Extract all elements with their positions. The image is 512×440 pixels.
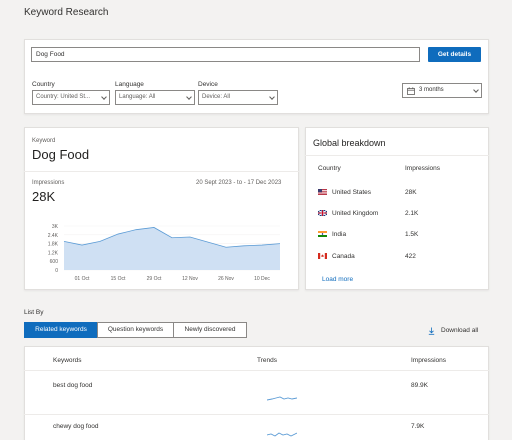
keywords-table-card bbox=[24, 346, 489, 440]
keywords-column-header: Keywords bbox=[53, 357, 82, 364]
impressions-column-header: Impressions bbox=[405, 165, 441, 172]
keyword-cell: best dog food bbox=[53, 382, 93, 389]
country-impressions: 1.5K bbox=[405, 231, 419, 238]
y-tick-label: 600 bbox=[50, 259, 59, 265]
y-tick-label: 2.4K bbox=[48, 233, 59, 239]
chevron-down-icon bbox=[473, 87, 479, 93]
date-range: 20 Sept 2023 - to - 17 Dec 2023 bbox=[196, 180, 282, 186]
chevron-down-icon bbox=[186, 94, 192, 100]
table-row[interactable]: best dog food 89.9K bbox=[24, 372, 489, 414]
india-flag-icon bbox=[318, 231, 327, 237]
keyword-heading: Dog Food bbox=[32, 147, 90, 162]
country-name: United States bbox=[332, 189, 372, 196]
device-select[interactable]: Device: All bbox=[198, 90, 278, 105]
country-select[interactable]: Country: United St... bbox=[32, 90, 110, 105]
period-select[interactable]: 3 months bbox=[402, 83, 482, 98]
download-icon bbox=[428, 327, 435, 335]
global-breakdown-title: Global breakdown bbox=[313, 138, 386, 148]
search-input[interactable]: Dog Food bbox=[31, 47, 420, 62]
x-tick-label: 10 Dec bbox=[254, 276, 270, 282]
language-select-value: Language: All bbox=[119, 94, 156, 100]
country-name: India bbox=[332, 231, 347, 238]
divider bbox=[24, 370, 489, 371]
country-name: Canada bbox=[332, 253, 355, 260]
download-all-button[interactable]: Download all bbox=[428, 326, 488, 336]
tab-related-keywords[interactable]: Related keywords bbox=[24, 322, 98, 338]
country-impressions: 28K bbox=[405, 189, 417, 196]
us-flag-icon bbox=[318, 189, 327, 195]
divider bbox=[24, 171, 299, 172]
impressions-label: Impressions bbox=[32, 180, 65, 186]
divider bbox=[305, 155, 489, 156]
y-tick-label: 0 bbox=[55, 268, 58, 274]
global-breakdown-card bbox=[305, 127, 489, 290]
x-tick-label: 15 Oct bbox=[111, 276, 126, 282]
country-name: United Kingdom bbox=[332, 210, 379, 217]
impressions-column-header: Impressions bbox=[411, 357, 447, 364]
canada-flag-icon bbox=[318, 253, 327, 259]
country-impressions: 422 bbox=[405, 253, 416, 260]
period-select-value: 3 months bbox=[419, 87, 444, 93]
load-more-link[interactable]: Load more bbox=[322, 276, 354, 283]
impressions-cell: 89.9K bbox=[411, 382, 428, 389]
calendar-icon bbox=[407, 87, 415, 95]
language-select[interactable]: Language: All bbox=[115, 90, 195, 105]
list-by-label: List By bbox=[24, 309, 44, 316]
x-tick-label: 01 Oct bbox=[75, 276, 90, 282]
y-tick-label: 3K bbox=[52, 224, 59, 230]
impressions-cell: 7.9K bbox=[411, 423, 425, 430]
x-tick-label: 26 Nov bbox=[218, 276, 234, 282]
download-all-label: Download all bbox=[441, 327, 479, 334]
chevron-down-icon bbox=[101, 94, 107, 100]
page-title: Keyword Research bbox=[24, 7, 109, 18]
table-row[interactable]: chewy dog food 7.9K bbox=[24, 415, 489, 440]
y-tick-label: 1.8K bbox=[48, 242, 59, 248]
impressions-total: 28K bbox=[32, 189, 56, 204]
country-impressions: 2.1K bbox=[405, 210, 419, 217]
trends-column-header: Trends bbox=[257, 357, 277, 364]
device-select-value: Device: All bbox=[202, 94, 231, 100]
trend-sparkline bbox=[267, 432, 297, 437]
impressions-chart: 3K 2.4K 1.8K 1.2K 600 0 01 Oct 15 Oct 29 Oct 12 N… bbox=[48, 224, 281, 282]
chevron-down-icon bbox=[269, 94, 275, 100]
get-details-button[interactable]: Get details bbox=[428, 47, 481, 62]
x-tick-label: 29 Oct bbox=[147, 276, 162, 282]
keyword-label: Keyword bbox=[32, 138, 56, 144]
trend-sparkline bbox=[267, 396, 297, 401]
keyword-cell: chewy dog food bbox=[53, 423, 99, 430]
divider bbox=[24, 414, 489, 415]
country-column-header: Country bbox=[318, 165, 341, 172]
x-tick-label: 12 Nov bbox=[182, 276, 198, 282]
device-filter-label: Device bbox=[198, 81, 218, 88]
country-select-value: Country: United St... bbox=[36, 94, 91, 100]
language-filter-label: Language bbox=[115, 81, 144, 88]
y-tick-label: 1.2K bbox=[48, 250, 59, 256]
uk-flag-icon bbox=[318, 210, 327, 216]
tab-newly-discovered[interactable]: Newly discovered bbox=[173, 322, 247, 338]
country-filter-label: Country bbox=[32, 81, 55, 88]
tab-question-keywords[interactable]: Question keywords bbox=[97, 322, 174, 338]
chart-area bbox=[64, 227, 280, 270]
